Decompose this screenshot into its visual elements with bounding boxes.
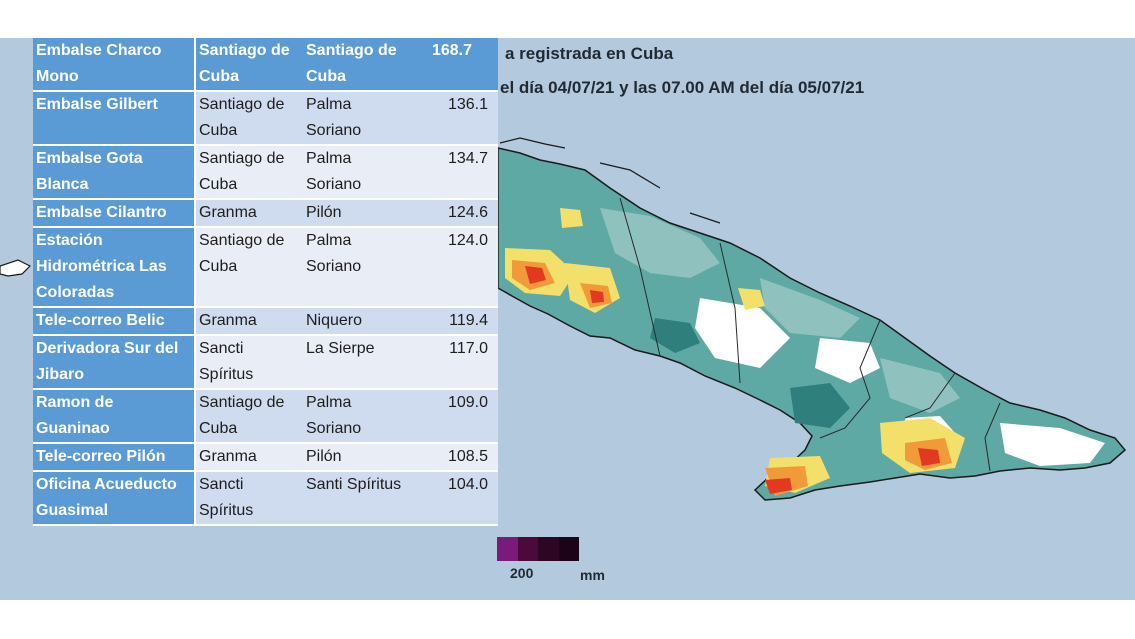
light-teal-area bbox=[760, 278, 860, 338]
rainfall-value-cell: 109.0 bbox=[413, 389, 498, 444]
table-row: Estación Hidrométrica Las Coloradas Santi… bbox=[33, 227, 498, 308]
province-boundary bbox=[619, 197, 661, 357]
municipality-cell: Santiago de Cuba bbox=[303, 38, 413, 92]
table-row: Oficina Acueducto Guasimal Sancti Spíritu… bbox=[33, 471, 498, 526]
station-name-cell: Estación Hidrométrica Las Coloradas bbox=[33, 227, 196, 308]
province-cell: Santiago de Cuba bbox=[195, 38, 303, 92]
rainfall-table: Embalse Charco Mono Santiago de Cuba Santi… bbox=[33, 38, 498, 526]
province-cell: Granma bbox=[195, 199, 303, 228]
dark-teal-area bbox=[790, 383, 850, 428]
western-tip bbox=[0, 259, 32, 277]
red-rain-area bbox=[918, 448, 940, 466]
legend-unit: mm bbox=[580, 567, 605, 583]
yellow-rain-area bbox=[560, 208, 583, 228]
province-boundary bbox=[904, 372, 956, 419]
legend-swatch bbox=[517, 537, 538, 561]
station-name-cell: Tele-correo Belic bbox=[33, 307, 196, 336]
table-row: Tele-correo Belic Granma Niquero 119.4 bbox=[33, 307, 498, 336]
table-row: Tele-correo Pilón Granma Pilón 108.5 bbox=[33, 443, 498, 472]
no-rain-area bbox=[815, 338, 880, 383]
province-cell: Santiago de Cuba bbox=[195, 227, 303, 308]
province-boundary bbox=[819, 319, 881, 439]
rainfall-value-cell: 124.6 bbox=[413, 199, 498, 228]
station-name-cell: Embalse Gota Blanca bbox=[33, 145, 196, 200]
legend-swatch bbox=[497, 537, 518, 561]
province-cell: Santiago de Cuba bbox=[195, 389, 303, 444]
rainfall-value-cell: 136.1 bbox=[413, 91, 498, 146]
municipality-cell: Palma Soriano bbox=[303, 145, 413, 200]
province-cell: Santiago de Cuba bbox=[195, 91, 303, 146]
municipality-cell: Pilón bbox=[303, 443, 413, 472]
table-row: Derivadora Sur del Jibaro Sancti Spíritus… bbox=[33, 335, 498, 390]
rainfall-value-cell: 124.0 bbox=[413, 227, 498, 308]
municipality-cell: La Sierpe bbox=[303, 335, 413, 390]
table-row: Embalse Gilbert Santiago de Cuba Palma Sor… bbox=[33, 91, 498, 146]
province-cell: Sancti Spíritus bbox=[195, 335, 303, 390]
legend-value: 200 bbox=[510, 565, 534, 581]
station-name-cell: Ramon de Guaninao bbox=[33, 389, 196, 444]
rainfall-value-cell: 134.7 bbox=[413, 145, 498, 200]
municipality-cell: Pilón bbox=[303, 199, 413, 228]
rainfall-value-cell: 117.0 bbox=[413, 335, 498, 390]
province-cell: Granma bbox=[195, 443, 303, 472]
municipality-cell: Palma Soriano bbox=[303, 389, 413, 444]
rainfall-map-panel: a registrada en Cuba el día 04/07/21 y l… bbox=[0, 38, 1135, 600]
station-name-cell: Embalse Gilbert bbox=[33, 91, 196, 146]
northern-cays bbox=[499, 137, 721, 224]
province-boundary bbox=[719, 242, 741, 384]
table-row: Ramon de Guaninao Santiago de Cuba Palma S… bbox=[33, 389, 498, 444]
map-title-line2: el día 04/07/21 y las 07.00 AM del día 0… bbox=[500, 78, 865, 97]
red-rain-area bbox=[590, 290, 604, 303]
station-name-cell: Derivadora Sur del Jibaro bbox=[33, 335, 196, 390]
no-rain-area bbox=[695, 298, 790, 368]
municipality-cell: Palma Soriano bbox=[303, 91, 413, 146]
yellow-rain-area bbox=[738, 288, 765, 310]
rainfall-value-cell: 119.4 bbox=[413, 307, 498, 336]
station-name-cell: Embalse Charco Mono bbox=[33, 38, 196, 92]
rainfall-value-cell: 104.0 bbox=[413, 471, 498, 526]
legend-swatch bbox=[538, 537, 559, 561]
province-cell: Granma bbox=[195, 307, 303, 336]
light-teal-area bbox=[880, 358, 960, 413]
province-cell: Santiago de Cuba bbox=[195, 145, 303, 200]
dark-teal-area bbox=[650, 318, 700, 353]
rainfall-value-cell: 108.5 bbox=[413, 443, 498, 472]
map-title-line1: a registrada en Cuba bbox=[505, 44, 674, 63]
rainfall-value-cell: 168.7 bbox=[413, 38, 498, 92]
no-rain-area bbox=[1000, 423, 1105, 466]
municipality-cell: Palma Soriano bbox=[303, 227, 413, 308]
municipality-cell: Santi Spíritus bbox=[303, 471, 413, 526]
municipality-cell: Niquero bbox=[303, 307, 413, 336]
red-rain-area bbox=[525, 266, 546, 284]
station-name-cell: Oficina Acueducto Guasimal bbox=[33, 471, 196, 526]
table-row: Embalse Cilantro Granma Pilón 124.6 bbox=[33, 199, 498, 228]
legend-swatch bbox=[558, 537, 579, 561]
light-teal-area bbox=[600, 208, 720, 278]
province-cell: Sancti Spíritus bbox=[195, 471, 303, 526]
table-row: Embalse Gota Blanca Santiago de Cuba Palma… bbox=[33, 145, 498, 200]
province-boundary bbox=[984, 402, 1001, 472]
legend-color-bar bbox=[497, 537, 579, 561]
rainfall-table-body: Embalse Charco Mono Santiago de Cuba Santi… bbox=[33, 38, 498, 526]
station-name-cell: Embalse Cilantro bbox=[33, 199, 196, 228]
red-rain-area bbox=[765, 478, 792, 494]
station-name-cell: Tele-correo Pilón bbox=[33, 443, 196, 472]
table-row: Embalse Charco Mono Santiago de Cuba Santi… bbox=[33, 38, 498, 92]
